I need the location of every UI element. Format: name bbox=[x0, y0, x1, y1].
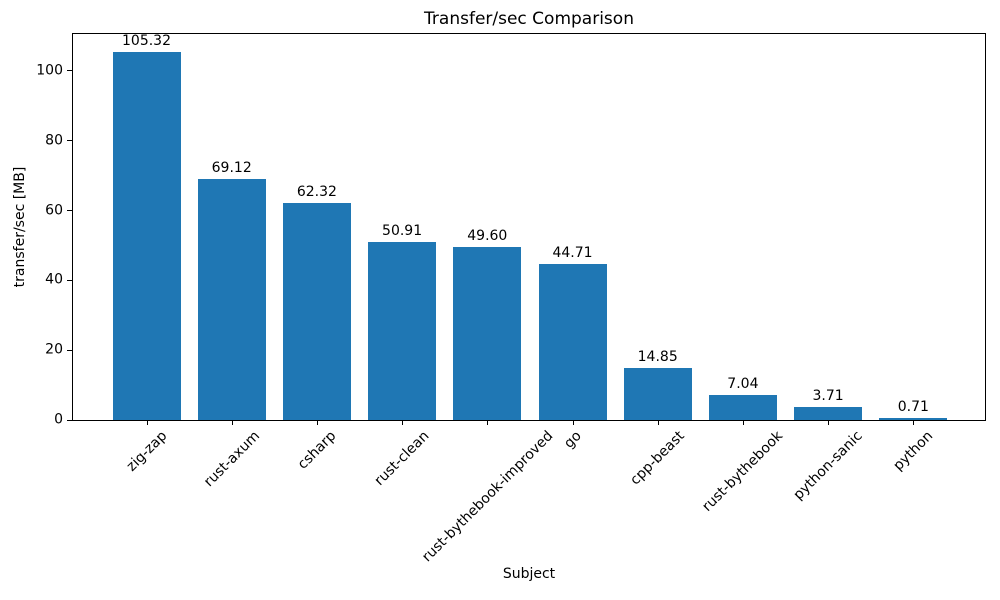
y-tick-mark bbox=[67, 210, 72, 212]
bar-python-sanic bbox=[794, 407, 863, 420]
bar-cpp-beast bbox=[623, 368, 692, 420]
bar-value-label: 49.60 bbox=[467, 227, 508, 244]
y-tick-mark bbox=[67, 349, 72, 351]
bar-go bbox=[538, 263, 607, 420]
x-tick-label: rust-axum bbox=[200, 428, 263, 491]
y-tick-label: 20 bbox=[45, 341, 63, 358]
x-tick-mark bbox=[742, 421, 744, 425]
x-tick-mark bbox=[402, 421, 404, 425]
x-tick-mark bbox=[572, 421, 574, 425]
bar-value-label: 50.91 bbox=[382, 223, 423, 240]
y-tick-label: 40 bbox=[45, 271, 63, 288]
x-tick-label: cpp-beast bbox=[627, 428, 689, 489]
y-tick-mark bbox=[67, 279, 72, 281]
bar-rust-axum bbox=[197, 178, 266, 420]
bar-rust-bythebook-improved bbox=[453, 246, 522, 420]
y-axis-label: transfer/sec [MB] bbox=[12, 166, 28, 288]
bar-value-label: 7.04 bbox=[727, 376, 759, 393]
x-axis-label: Subject bbox=[502, 566, 556, 582]
x-tick-label: rust-clean bbox=[371, 428, 433, 489]
y-tick-label: 60 bbox=[45, 202, 63, 219]
y-tick-label: 80 bbox=[45, 132, 63, 149]
x-tick-mark bbox=[487, 421, 489, 425]
x-tick-mark bbox=[913, 421, 915, 425]
bar-zig-zap bbox=[112, 52, 181, 420]
bar-value-label: 105.32 bbox=[122, 33, 171, 50]
bar-value-label: 3.71 bbox=[812, 388, 844, 405]
bar-value-label: 69.12 bbox=[211, 159, 252, 176]
bar-csharp bbox=[282, 202, 351, 420]
x-tick-mark bbox=[146, 421, 148, 425]
y-tick-mark bbox=[67, 70, 72, 72]
bar-rust-clean bbox=[368, 242, 437, 420]
y-tick-label: 0 bbox=[54, 411, 63, 428]
bar-python bbox=[879, 417, 948, 420]
y-tick-mark bbox=[67, 419, 72, 421]
bar-value-label: 0.71 bbox=[897, 398, 929, 415]
x-tick-label: python bbox=[890, 428, 937, 474]
y-tick-mark bbox=[67, 140, 72, 142]
x-tick-mark bbox=[231, 421, 233, 425]
x-tick-label: rust-bythebook-improved bbox=[418, 428, 556, 566]
plot-area: 105.32 69.12 62.32 50.91 49.60 44.71 14.85 7.04… bbox=[72, 33, 986, 421]
x-tick-label: python-sanic bbox=[790, 428, 866, 504]
chart-title: Transfer/sec Comparison bbox=[424, 9, 634, 29]
x-tick-label: zig-zap bbox=[123, 428, 170, 475]
bar-value-label: 44.71 bbox=[552, 244, 593, 261]
bar-rust-bythebook bbox=[708, 395, 777, 420]
bar-value-label: 62.32 bbox=[296, 183, 337, 200]
y-tick-label: 100 bbox=[36, 62, 63, 79]
x-tick-label: go bbox=[560, 428, 585, 452]
x-tick-label: csharp bbox=[294, 428, 340, 473]
x-tick-label: rust-bythebook bbox=[699, 428, 787, 515]
x-tick-mark bbox=[828, 421, 830, 425]
bar-value-label: 14.85 bbox=[637, 349, 678, 366]
x-tick-mark bbox=[316, 421, 318, 425]
x-tick-mark bbox=[657, 421, 659, 425]
